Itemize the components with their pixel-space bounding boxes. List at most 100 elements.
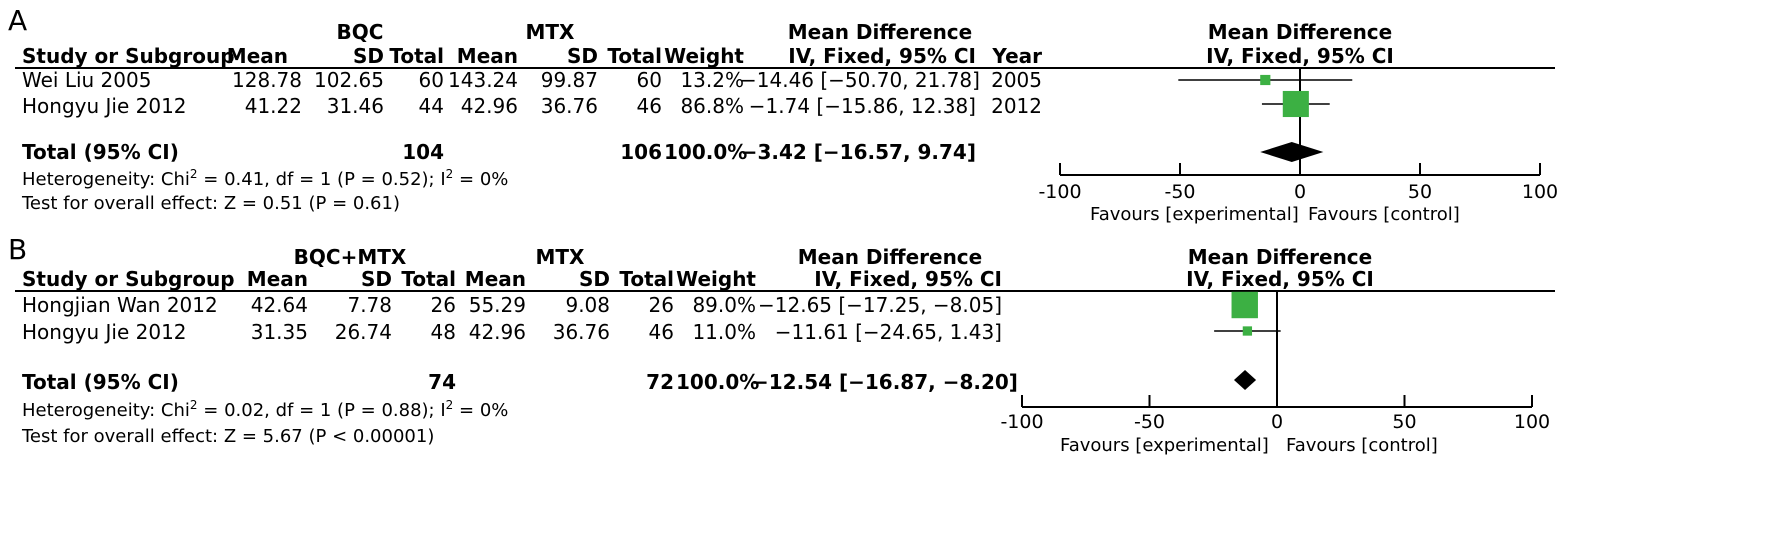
header-rule <box>15 290 1555 292</box>
group1-label: BQC <box>336 20 384 44</box>
header-rule <box>15 67 1555 69</box>
study-name: Hongyu Jie 2012 <box>22 320 187 344</box>
total-label: Total (95% CI) <box>22 370 179 394</box>
col-sd1: SD <box>360 267 392 291</box>
overall-effect-text: Test for overall effect: Z = 0.51 (P = 0… <box>22 193 400 214</box>
sd1: 7.78 <box>347 293 392 317</box>
favours-left: Favours [experimental] <box>1060 435 1269 456</box>
ci-text: −14.46 [−50.70, 21.78] <box>740 68 980 92</box>
ci-text: −11.61 [−24.65, 1.43] <box>774 320 1002 344</box>
favours-left: Favours [experimental] <box>1090 204 1299 225</box>
col-md-sub: IV, Fixed, 95% CI <box>788 44 976 68</box>
total2: 106 <box>620 140 662 164</box>
col-sd1: SD <box>352 44 384 68</box>
weight: 86.8% <box>680 94 744 118</box>
plot-sub: IV, Fixed, 95% CI <box>1206 44 1394 68</box>
total1: 26 <box>430 293 456 317</box>
forest-panel-b: B BQC+MTX MTX Mean Difference Mean Diffe… <box>0 235 1775 535</box>
total2: 60 <box>636 68 662 92</box>
pooled-diamond <box>1260 142 1324 162</box>
col-sd2: SD <box>566 44 598 68</box>
col-study: Study or Subgroup <box>22 267 235 291</box>
total1: 104 <box>402 140 444 164</box>
mean1: 128.78 <box>232 68 302 92</box>
weight: 100.0% <box>664 140 748 164</box>
study-name: Hongjian Wan 2012 <box>22 293 218 317</box>
ci-text: −3.42 [−16.57, 9.74] <box>740 140 976 164</box>
year: 2012 <box>991 94 1042 118</box>
study-square <box>1231 291 1258 319</box>
plot-title: Mean Difference <box>1207 20 1393 44</box>
year: 2005 <box>991 68 1042 92</box>
plot-sub: IV, Fixed, 95% CI <box>1186 267 1374 291</box>
group2-label: MTX <box>525 20 575 44</box>
x-tick-label: 100 <box>1522 181 1558 203</box>
col-total1: Total <box>389 44 444 68</box>
weight: 13.2% <box>680 68 744 92</box>
ci-text: −12.54 [−16.87, −8.20] <box>752 370 1018 394</box>
weight: 89.0% <box>692 293 756 317</box>
total2: 46 <box>636 94 662 118</box>
sd2: 36.76 <box>552 320 610 344</box>
col-mean2: Mean <box>456 44 518 68</box>
col-total1: Total <box>401 267 456 291</box>
sd2: 36.76 <box>540 94 598 118</box>
x-tick-label: 50 <box>1408 181 1432 203</box>
study-square <box>1242 326 1253 336</box>
x-tick-label: 0 <box>1294 181 1306 203</box>
mean2: 42.96 <box>460 94 518 118</box>
sd1: 31.46 <box>326 94 384 118</box>
x-tick-label: 100 <box>1514 411 1550 433</box>
total1: 44 <box>418 94 444 118</box>
forest-plot-b: -100 -50 0 50 100 <box>1000 291 1550 433</box>
sd2: 99.87 <box>540 68 598 92</box>
panel-letter: A <box>8 4 28 37</box>
mean2: 143.24 <box>448 68 518 92</box>
col-sd2: SD <box>578 267 610 291</box>
mean2: 55.29 <box>468 293 526 317</box>
x-tick-label: -50 <box>1164 181 1195 203</box>
col-total2: Total <box>607 44 662 68</box>
ci-text: −1.74 [−15.86, 12.38] <box>748 94 976 118</box>
col-mean1: Mean <box>226 44 288 68</box>
study-square <box>1282 90 1309 118</box>
plot-title: Mean Difference <box>1187 245 1373 269</box>
total1: 48 <box>430 320 456 344</box>
col-mean2: Mean <box>464 267 526 291</box>
col-study: Study or Subgroup <box>22 44 235 68</box>
x-tick-label: -100 <box>1000 411 1043 433</box>
col-year: Year <box>992 44 1042 68</box>
total2: 72 <box>646 370 674 394</box>
col-weight: Weight <box>676 267 756 291</box>
forest-panel-a: A BQC MTX Mean Difference Mean Differenc… <box>0 0 1775 265</box>
sd2: 9.08 <box>565 293 610 317</box>
group1-label: BQC+MTX <box>293 245 407 269</box>
mean1: 42.64 <box>250 293 308 317</box>
col-mean1: Mean <box>246 267 308 291</box>
panel-letter: B <box>8 233 28 266</box>
col-total2: Total <box>619 267 674 291</box>
md-title: Mean Difference <box>797 245 983 269</box>
mean2: 42.96 <box>468 320 526 344</box>
weight: 100.0% <box>676 370 760 394</box>
heterogeneity-text: Heterogeneity: Chi2 = 0.02, df = 1 (P = … <box>22 398 509 421</box>
md-title: Mean Difference <box>787 20 973 44</box>
col-md-sub: IV, Fixed, 95% CI <box>814 267 1002 291</box>
x-tick-label: 50 <box>1392 411 1416 433</box>
pooled-diamond <box>1233 370 1257 390</box>
favours-right: Favours [control] <box>1308 204 1460 225</box>
favours-right: Favours [control] <box>1286 435 1438 456</box>
study-name: Wei Liu 2005 <box>22 68 152 92</box>
mean1: 41.22 <box>244 94 302 118</box>
total1: 60 <box>418 68 444 92</box>
study-square <box>1260 74 1271 86</box>
total2: 46 <box>648 320 674 344</box>
ci-text: −12.65 [−17.25, −8.05] <box>758 293 1002 317</box>
sd1: 26.74 <box>334 320 392 344</box>
total2: 26 <box>648 293 674 317</box>
x-tick-label: -50 <box>1134 411 1165 433</box>
mean1: 31.35 <box>250 320 308 344</box>
x-tick-label: -100 <box>1038 181 1081 203</box>
heterogeneity-text: Heterogeneity: Chi2 = 0.41, df = 1 (P = … <box>22 167 509 190</box>
total-label: Total (95% CI) <box>22 140 179 164</box>
